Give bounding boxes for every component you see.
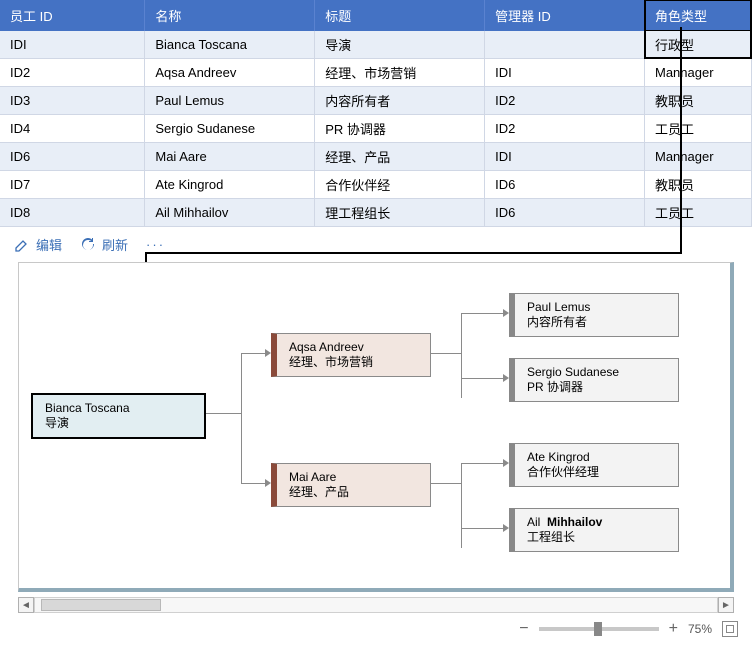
cell[interactable]: 教职员	[644, 87, 751, 115]
node-leaf-1[interactable]: Paul Lemus 内容所有者	[509, 293, 679, 337]
scroll-track[interactable]	[34, 597, 718, 613]
cell[interactable]: IDI	[0, 31, 145, 59]
node-name: Ate Kingrod	[527, 450, 670, 465]
employee-table[interactable]: 员工 ID 名称 标题 管理器 ID 角色类型 IDIBianca Toscan…	[0, 0, 752, 227]
node-root[interactable]: Bianca Toscana 导演	[31, 393, 206, 439]
node-name: Sergio Sudanese	[527, 365, 670, 380]
node-title: 导演	[45, 416, 196, 431]
zoom-out-button[interactable]: −	[519, 620, 528, 638]
cell[interactable]: Ate Kingrod	[145, 171, 315, 199]
node-leaf-3[interactable]: Ate Kingrod 合作伙伴经理	[509, 443, 679, 487]
col-manager-id[interactable]: 管理器 ID	[485, 0, 645, 31]
refresh-button[interactable]: 刷新	[80, 235, 128, 254]
node-leaf-4[interactable]: Ail Mihhailov 工程组长	[509, 508, 679, 552]
cell[interactable]: ID2	[485, 87, 645, 115]
table-row[interactable]: ID2Aqsa Andreev经理、市场营销IDIMannager	[0, 59, 752, 87]
node-title: 工程组长	[527, 530, 670, 545]
cell[interactable]: Sergio Sudanese	[145, 115, 315, 143]
col-employee-id[interactable]: 员工 ID	[0, 0, 145, 31]
cell[interactable]: 经理、产品	[315, 143, 485, 171]
node-name: Ail Mihhailov	[527, 515, 670, 530]
cell[interactable]: ID6	[485, 199, 645, 227]
cell[interactable]: Bianca Toscana	[145, 31, 315, 59]
cell[interactable]: 合作伙伴经	[315, 171, 485, 199]
cell[interactable]: ID2	[485, 115, 645, 143]
cell[interactable]: PR 协调器	[315, 115, 485, 143]
cell[interactable]: Paul Lemus	[145, 87, 315, 115]
refresh-icon	[80, 237, 96, 253]
cell[interactable]: 内容所有者	[315, 87, 485, 115]
cell[interactable]: IDI	[485, 59, 645, 87]
node-leaf-2[interactable]: Sergio Sudanese PR 协调器	[509, 358, 679, 402]
scroll-thumb[interactable]	[41, 599, 161, 611]
cell[interactable]: 经理、市场营销	[315, 59, 485, 87]
scroll-left-button[interactable]: ◄	[18, 597, 34, 613]
node-name: Bianca Toscana	[45, 401, 196, 416]
cell[interactable]: IDI	[485, 143, 645, 171]
zoom-in-button[interactable]: +	[669, 620, 678, 638]
table-row[interactable]: ID7Ate Kingrod合作伙伴经ID6教职员	[0, 171, 752, 199]
zoom-thumb[interactable]	[594, 622, 602, 636]
cell[interactable]: 教职员	[644, 171, 751, 199]
cell[interactable]: Aqsa Andreev	[145, 59, 315, 87]
cell[interactable]: Mannager	[644, 143, 751, 171]
toolbar: 编辑 刷新 ···	[0, 227, 752, 262]
node-title: 内容所有者	[527, 315, 670, 330]
node-title: 经理、市场营销	[289, 355, 422, 370]
node-mgr-1[interactable]: Aqsa Andreev 经理、市场营销	[271, 333, 431, 377]
node-name: Mai Aare	[289, 470, 422, 485]
more-button[interactable]: ···	[146, 237, 165, 252]
col-title[interactable]: 标题	[315, 0, 485, 31]
table-row[interactable]: ID6Mai Aare经理、产品IDIMannager	[0, 143, 752, 171]
org-chart-canvas[interactable]: Bianca Toscana 导演 Aqsa Andreev 经理、市场营销 M…	[18, 262, 734, 592]
edit-label: 编辑	[36, 235, 62, 254]
cell[interactable]: 行政型	[644, 31, 751, 59]
cell[interactable]: ID7	[0, 171, 145, 199]
zoom-level: 75%	[688, 622, 712, 636]
node-name: Aqsa Andreev	[289, 340, 422, 355]
refresh-label: 刷新	[102, 235, 128, 254]
cell[interactable]: 理工程组长	[315, 199, 485, 227]
zoom-slider[interactable]	[539, 627, 659, 631]
scroll-right-button[interactable]: ►	[718, 597, 734, 613]
cell[interactable]: 工员工	[644, 199, 751, 227]
cell[interactable]	[485, 31, 645, 59]
cell[interactable]: 工员工	[644, 115, 751, 143]
zoom-bar: − + 75%	[0, 614, 752, 644]
fit-to-window-icon[interactable]	[722, 621, 738, 637]
cell[interactable]: ID6	[0, 143, 145, 171]
cell[interactable]: 导演	[315, 31, 485, 59]
table-row[interactable]: IDIBianca Toscana导演 行政型	[0, 31, 752, 59]
node-title: 合作伙伴经理	[527, 465, 670, 480]
cell[interactable]: Mai Aare	[145, 143, 315, 171]
node-name: Paul Lemus	[527, 300, 670, 315]
node-title: 经理、产品	[289, 485, 422, 500]
h-scrollbar[interactable]: ◄ ►	[18, 596, 734, 614]
pencil-icon	[14, 237, 30, 253]
col-role-type[interactable]: 角色类型	[644, 0, 751, 31]
col-name[interactable]: 名称	[145, 0, 315, 31]
cell[interactable]: ID3	[0, 87, 145, 115]
table-row[interactable]: ID4Sergio SudanesePR 协调器ID2工员工	[0, 115, 752, 143]
table-row[interactable]: ID8Ail Mihhailov理工程组长ID6工员工	[0, 199, 752, 227]
cell[interactable]: ID6	[485, 171, 645, 199]
cell[interactable]: Ail Mihhailov	[145, 199, 315, 227]
table-row[interactable]: ID3Paul Lemus内容所有者ID2教职员	[0, 87, 752, 115]
edit-button[interactable]: 编辑	[14, 235, 62, 254]
cell[interactable]: ID4	[0, 115, 145, 143]
cell[interactable]: Mannager	[644, 59, 751, 87]
node-title: PR 协调器	[527, 380, 670, 395]
cell[interactable]: ID8	[0, 199, 145, 227]
node-mgr-2[interactable]: Mai Aare 经理、产品	[271, 463, 431, 507]
cell[interactable]: ID2	[0, 59, 145, 87]
